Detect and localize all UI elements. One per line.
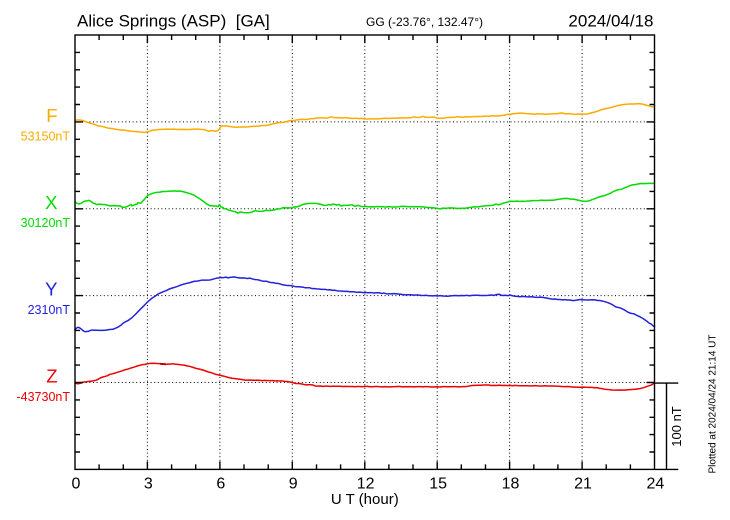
svg-text:15: 15 [429,476,447,493]
svg-text:30120nT: 30120nT [21,216,71,230]
svg-text:Y: Y [45,279,57,300]
svg-text:6: 6 [216,476,225,493]
svg-text:F: F [46,105,57,126]
svg-text:U T (hour): U T (hour) [331,491,399,508]
svg-text:Alice Springs (ASP) [GA]: Alice Springs (ASP) [GA] [77,11,270,30]
svg-text:X: X [45,192,57,213]
svg-text:-43730nT: -43730nT [16,390,70,404]
svg-text:0: 0 [71,476,80,493]
svg-text:GG (-23.76°, 132.47°): GG (-23.76°, 132.47°) [366,15,483,29]
svg-text:21: 21 [574,476,592,493]
svg-text:3: 3 [144,476,153,493]
svg-text:Z: Z [46,366,57,387]
svg-text:9: 9 [289,476,298,493]
svg-text:2310nT: 2310nT [28,303,71,317]
svg-text:53150nT: 53150nT [21,129,71,143]
svg-text:100 nT: 100 nT [669,406,684,447]
svg-text:2024/04/18: 2024/04/18 [568,11,653,30]
svg-text:18: 18 [502,476,520,493]
svg-text:24: 24 [647,476,665,493]
svg-text:12: 12 [357,476,375,493]
svg-text:Plotted at 2024/04/24 21:14 UT: Plotted at 2024/04/24 21:14 UT [708,335,719,474]
